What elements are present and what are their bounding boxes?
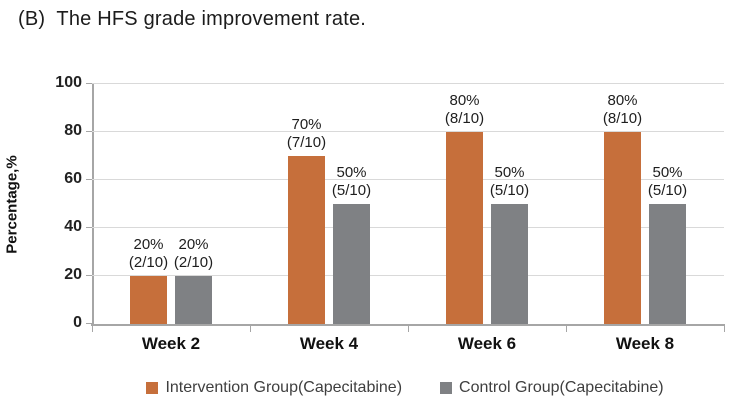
bar-control — [649, 204, 686, 324]
y-tick-mark — [86, 275, 92, 276]
y-tick-label: 100 — [55, 74, 82, 91]
chart-title: (B) The HFS grade improvement rate. — [18, 8, 367, 30]
y-axis-line — [92, 84, 94, 324]
bar-intervention — [130, 276, 167, 324]
y-tick-mark — [86, 179, 92, 180]
legend-label-intervention: Intervention Group(Capecitabine) — [165, 379, 403, 396]
x-tick-mark — [724, 326, 725, 332]
bar-value-label: 80% (8/10) — [602, 92, 643, 127]
bar-value-label: 80% (8/10) — [444, 92, 485, 127]
category-label: Week 6 — [457, 334, 517, 353]
gridline — [92, 83, 724, 84]
plot-area: 20% (2/10) 20% (2/10) 70% (7/10) 50% (5/10)… — [92, 83, 724, 324]
gridline — [92, 131, 724, 132]
bar-intervention — [604, 132, 641, 324]
y-tick-label: 60 — [64, 170, 82, 187]
bar-value-label: 20% (2/10) — [173, 236, 214, 271]
y-tick-mark — [86, 83, 92, 84]
y-tick-mark — [86, 323, 92, 324]
gridline — [92, 227, 724, 228]
legend-label-control: Control Group(Capecitabine) — [459, 379, 664, 396]
y-tick-mark — [86, 227, 92, 228]
bar-control — [333, 204, 370, 324]
x-axis-line — [91, 324, 725, 326]
control-swatch-icon — [440, 382, 453, 394]
y-tick-mark — [86, 131, 92, 132]
intervention-swatch-icon — [146, 382, 159, 394]
x-tick-mark — [250, 326, 251, 332]
x-tick-mark — [92, 326, 93, 332]
y-tick-label: 80 — [64, 122, 82, 139]
bar-value-label: 50% (5/10) — [489, 164, 530, 199]
category-label: Week 8 — [615, 334, 675, 353]
bar-control — [175, 276, 212, 324]
bar-value-label: 20% (2/10) — [128, 236, 169, 271]
x-tick-mark — [566, 326, 567, 332]
category-label: Week 4 — [299, 334, 359, 353]
legend: Intervention Group(Capecitabine) Control… — [0, 379, 732, 397]
legend-item-intervention: Intervention Group(Capecitabine) — [146, 379, 402, 397]
y-tick-label: 0 — [73, 314, 82, 331]
y-tick-label: 20 — [64, 266, 82, 283]
legend-item-control: Control Group(Capecitabine) — [440, 379, 664, 397]
y-axis-title: Percentage,% — [3, 155, 21, 254]
bar-value-label: 50% (5/10) — [647, 164, 688, 199]
bar-value-label: 50% (5/10) — [331, 164, 372, 199]
bar-value-label: 70% (7/10) — [286, 116, 327, 151]
gridline — [92, 275, 724, 276]
category-label: Week 2 — [141, 334, 201, 353]
x-tick-mark — [408, 326, 409, 332]
bar-intervention — [288, 156, 325, 324]
bar-control — [491, 204, 528, 324]
bar-intervention — [446, 132, 483, 324]
y-tick-label: 40 — [64, 218, 82, 235]
gridline — [92, 179, 724, 180]
